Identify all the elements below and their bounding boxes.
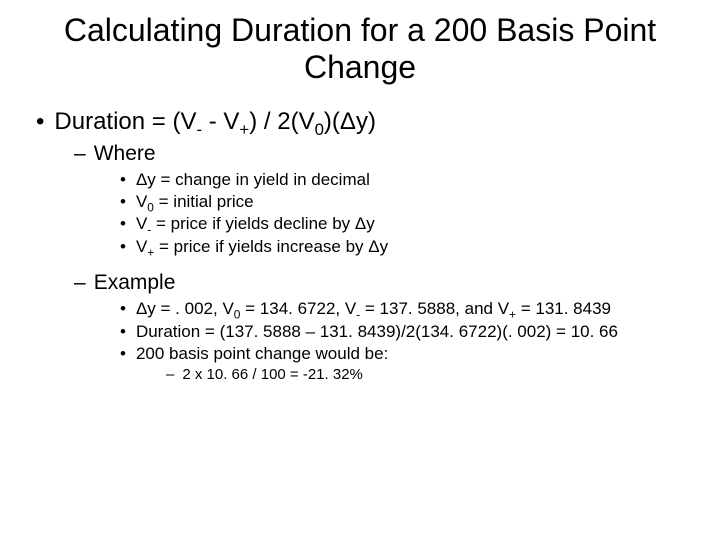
where-heading: – Where (74, 142, 690, 166)
example-subtext: 2 x 10. 66 / 100 = -21. 32% (182, 366, 690, 383)
example-heading: – Example (74, 271, 690, 295)
bullet-dot: • (36, 108, 44, 136)
def-item: • Δy = change in yield in decimal (120, 170, 690, 190)
example-item: • Duration = (137. 5888 – 131. 8439)/2(1… (120, 322, 690, 342)
def-text: V+ = price if yields increase by Δy (136, 237, 690, 257)
where-label: Where (94, 142, 690, 166)
def-text: V- = price if yields decline by Δy (136, 214, 690, 234)
bullet-dot: • (120, 299, 126, 319)
def-item: • V+ = price if yields increase by Δy (120, 237, 690, 257)
dash-icon: – (166, 366, 174, 383)
example-item: • 200 basis point change would be: (120, 344, 690, 364)
example-text: 200 basis point change would be: (136, 344, 690, 364)
example-subitem: – 2 x 10. 66 / 100 = -21. 32% (166, 366, 690, 383)
example-text: Δy = . 002, V0 = 134. 6722, V- = 137. 58… (136, 299, 690, 319)
bullet-dot: • (120, 170, 126, 190)
example-text: Duration = (137. 5888 – 131. 8439)/2(134… (136, 322, 690, 342)
def-item: • V- = price if yields decline by Δy (120, 214, 690, 234)
def-text: Δy = change in yield in decimal (136, 170, 690, 190)
bullet-dot: • (120, 344, 126, 364)
formula-line: • Duration = (V- - V+) / 2(V0)(Δy) (36, 108, 690, 136)
formula-content: Duration = (V- - V+) / 2(V0)(Δy) (54, 108, 690, 136)
bullet-dot: • (120, 214, 126, 234)
def-text: V0 = initial price (136, 192, 690, 212)
example-item: • Δy = . 002, V0 = 134. 6722, V- = 137. … (120, 299, 690, 319)
bullet-dot: • (120, 237, 126, 257)
dash-icon: – (74, 142, 86, 166)
bullet-dot: • (120, 192, 126, 212)
dash-icon: – (74, 271, 86, 295)
slide-title: Calculating Duration for a 200 Basis Poi… (30, 12, 690, 86)
def-item: • V0 = initial price (120, 192, 690, 212)
example-label: Example (94, 271, 690, 295)
bullet-dot: • (120, 322, 126, 342)
